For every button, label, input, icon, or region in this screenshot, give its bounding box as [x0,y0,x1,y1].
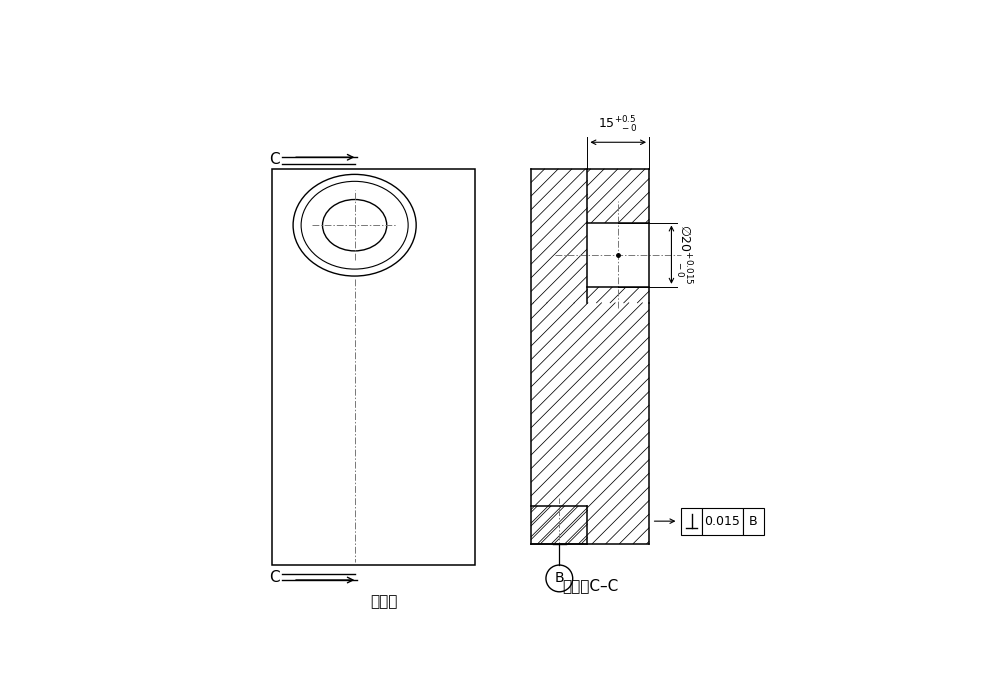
Bar [587,287,649,303]
Bar [702,508,743,534]
Text: 正视图: 正视图 [370,594,397,610]
Bar [587,169,649,222]
Text: 0.015: 0.015 [705,515,740,528]
Text: $\varnothing20^{+0.015}_{\ \ \ -0}$: $\varnothing20^{+0.015}_{\ \ \ -0}$ [673,224,693,285]
Text: C: C [269,152,280,167]
Bar [587,222,649,287]
Bar [272,169,475,565]
Bar [531,506,587,543]
Text: 剖视图C–C: 剖视图C–C [562,578,618,594]
Text: B: B [749,515,758,528]
Bar [743,508,764,534]
Bar [531,169,587,303]
Bar [531,303,649,543]
Text: B: B [555,571,564,585]
Text: C: C [269,570,280,585]
Bar [272,169,475,565]
Bar [681,508,702,534]
Text: $15^{+0.5}_{\ \ -0}$: $15^{+0.5}_{\ \ -0}$ [598,115,638,136]
